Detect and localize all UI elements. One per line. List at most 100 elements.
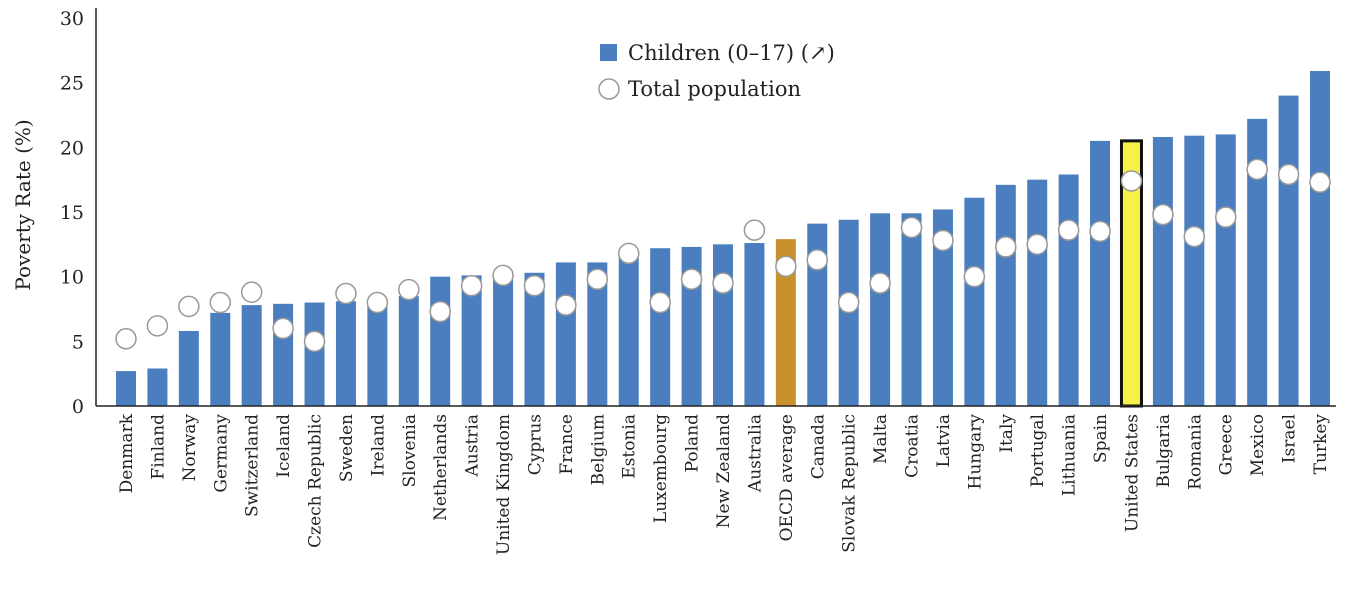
- x-label-estonia: Estonia: [620, 414, 640, 479]
- bar-denmark: [116, 371, 136, 406]
- x-label-greece: Greece: [1217, 414, 1237, 475]
- x-label-norway: Norway: [180, 414, 200, 482]
- marker-luxembourg: [649, 291, 671, 314]
- y-tick-label-25: 25: [60, 73, 84, 95]
- bar-germany: [210, 312, 231, 406]
- x-label-germany: Germany: [211, 414, 231, 493]
- bar-czech-republic: [304, 302, 325, 406]
- x-label-belgium: Belgium: [588, 414, 608, 485]
- marker-italy: [995, 236, 1017, 258]
- marker-croatia: [900, 216, 923, 239]
- marker-united-kingdom: [492, 264, 514, 287]
- x-label-bulgaria: Bulgaria: [1154, 414, 1174, 488]
- x-label-new-zealand: New Zealand: [714, 414, 734, 528]
- x-label-portugal: Portugal: [1028, 414, 1048, 487]
- bar-hungary: [964, 197, 985, 406]
- x-label-netherlands: Netherlands: [431, 414, 451, 521]
- bar-belgium: [587, 262, 608, 406]
- marker-switzerland: [240, 281, 263, 303]
- x-label-united-kingdom: United Kingdom: [494, 414, 514, 555]
- bar-france: [555, 262, 576, 406]
- marker-lithuania: [1057, 219, 1080, 241]
- bar-spain: [1090, 140, 1111, 406]
- x-label-mexico: Mexico: [1248, 414, 1268, 476]
- x-label-ireland: Ireland: [368, 414, 388, 476]
- marker-slovak-republic: [837, 291, 860, 314]
- x-label-luxembourg: Luxembourg: [651, 414, 671, 523]
- marker-spain: [1089, 220, 1111, 243]
- x-label-sweden: Sweden: [337, 414, 357, 482]
- marker-netherlands: [429, 300, 451, 323]
- x-label-turkey: Turkey: [1311, 414, 1331, 475]
- marker-oecd-average: [775, 255, 797, 278]
- marker-poland: [680, 268, 703, 291]
- x-label-lithuania: Lithuania: [1060, 414, 1080, 496]
- x-label-denmark: Denmark: [117, 413, 137, 493]
- x-label-croatia: Croatia: [903, 414, 923, 478]
- x-label-spain: Spain: [1091, 414, 1111, 463]
- marker-mexico: [1246, 158, 1268, 181]
- marker-canada: [806, 249, 829, 271]
- y-axis-title: Poverty Rate (%): [11, 119, 35, 290]
- marker-czech-republic: [303, 330, 326, 353]
- x-label-finland: Finland: [148, 414, 168, 480]
- legend-total-label: Total population: [628, 77, 801, 101]
- marker-portugal: [1026, 233, 1048, 256]
- y-tick-label-10: 10: [60, 267, 84, 289]
- x-label-france: France: [557, 414, 577, 475]
- marker-sweden: [335, 282, 357, 305]
- marker-cyprus: [523, 274, 546, 297]
- marker-finland: [146, 315, 169, 337]
- bar-portugal: [1027, 179, 1048, 406]
- y-axis-title-text: Poverty Rate (%): [11, 119, 35, 290]
- x-axis-labels: Denmark Finland Norway Germany Switzerland Ic…: [117, 413, 1331, 555]
- marker-australia: [743, 219, 766, 241]
- bar-israel: [1278, 95, 1299, 406]
- marker-iceland: [272, 317, 294, 340]
- x-label-oecd-average: OECD average: [777, 414, 797, 541]
- marker-united-states: [1120, 170, 1143, 192]
- bar-greece: [1215, 134, 1236, 406]
- marker-israel: [1277, 163, 1300, 186]
- x-label-slovak-republic: Slovak Republic: [840, 414, 860, 553]
- x-label-united-states: United States: [1122, 414, 1142, 532]
- marker-estonia: [617, 242, 640, 265]
- bar-latvia: [932, 209, 953, 406]
- bar-norway: [178, 330, 199, 406]
- bar-united-kingdom: [493, 274, 514, 406]
- axes-layer: [95, 8, 1336, 407]
- bar-croatia: [901, 213, 922, 406]
- x-label-switzerland: Switzerland: [243, 414, 263, 517]
- bar-oecd-average: [775, 239, 796, 406]
- marker-austria: [460, 274, 483, 297]
- bar-finland: [147, 368, 168, 406]
- marker-latvia: [932, 229, 954, 252]
- marker-france: [555, 294, 577, 316]
- bar-netherlands: [430, 276, 451, 406]
- bar-new-zealand: [713, 244, 733, 406]
- x-label-malta: Malta: [871, 414, 891, 464]
- bars-layer: [116, 71, 1330, 408]
- marker-malta: [869, 272, 891, 294]
- legend-children-label: Children (0–17) (↗): [628, 41, 835, 65]
- x-label-czech-republic: Czech Republic: [306, 414, 326, 548]
- x-label-hungary: Hungary: [965, 414, 985, 490]
- x-label-slovenia: Slovenia: [400, 414, 420, 488]
- marker-bulgaria: [1152, 203, 1174, 226]
- bar-estonia: [618, 255, 639, 406]
- x-label-canada: Canada: [808, 414, 828, 479]
- bar-turkey: [1310, 71, 1330, 406]
- marker-hungary: [963, 265, 986, 288]
- bar-australia: [744, 243, 765, 406]
- bar-bulgaria: [1152, 136, 1173, 406]
- bar-italy: [995, 184, 1016, 406]
- marker-belgium: [586, 268, 609, 291]
- legend-total-marker: [598, 78, 620, 100]
- marker-greece: [1214, 206, 1237, 228]
- y-tick-label-0: 0: [72, 396, 84, 418]
- marker-turkey: [1309, 171, 1331, 194]
- y-tick-label-30: 30: [60, 8, 84, 30]
- x-label-italy: Italy: [997, 414, 1017, 453]
- x-label-latvia: Latvia: [934, 414, 954, 467]
